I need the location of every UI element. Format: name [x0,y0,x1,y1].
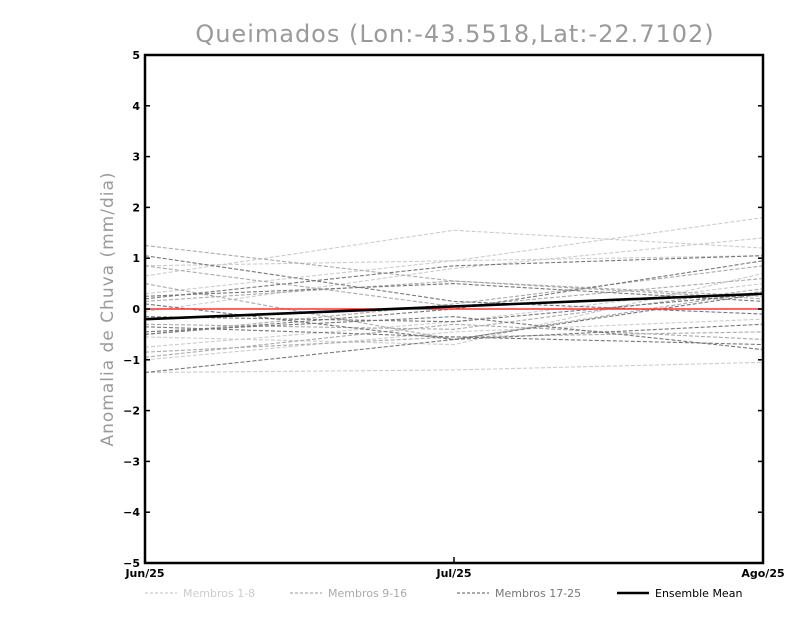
member-line-g1-6 [144,361,764,374]
member-line-g1-1 [144,217,764,267]
y-tick-label: −4 [123,506,140,519]
y-tick-label: 1 [132,252,140,265]
member-line-g3-6 [144,316,764,351]
member-line-g1-4 [144,283,764,348]
y-tick-label: −3 [123,455,140,468]
y-tick-label: 5 [132,49,140,62]
member-line-g2-2 [144,283,764,341]
member-line-g1-7 [144,255,764,295]
member-line-g3-1 [144,255,764,315]
y-axis-label: Anomalia de Chuva (mm/dia) [98,171,118,446]
mean-layer [144,292,764,321]
x-tick-label: Ago/25 [741,567,784,580]
legend-label-4: Ensemble Mean [655,587,742,600]
x-tick-label: Jun/25 [124,567,164,580]
series-layer [144,217,764,374]
y-tick-label: 2 [132,201,140,214]
member-line-g1-2 [144,229,764,277]
legend-label-1: Membros 1-8 [183,587,255,600]
chart-title: Queimados (Lon:-43.5518,Lat:-22.7102) [195,20,714,48]
legend-label-2: Membros 9-16 [328,587,407,600]
y-tick-label: −2 [123,405,140,418]
member-line-g2-7 [144,323,764,358]
member-line-g2-1 [144,244,764,297]
member-line-g1-8 [144,272,764,346]
member-line-g2-5 [144,280,764,302]
ensemble-mean-line [144,292,764,321]
member-line-g2-8 [144,265,764,308]
member-line-g1-3 [144,237,764,313]
member-line-g3-9 [144,260,764,335]
member-line-g2-3 [144,265,764,335]
y-tick-label: 4 [132,100,140,113]
y-tick-label: −5 [123,557,140,570]
member-line-g1-5 [144,318,764,361]
y-tick-label: 0 [132,303,140,316]
y-tick-label: 3 [132,151,140,164]
member-line-g3-5 [144,283,764,302]
member-line-g3-7 [144,293,764,323]
member-line-g3-2 [144,255,764,300]
legend: Membros 1-8 Membros 9-16 Membros 17-25 Ense… [145,587,742,600]
y-tick-label: −1 [123,354,140,367]
member-line-g3-4 [144,326,764,346]
x-tick-label: Jul/25 [435,567,471,580]
legend-label-3: Membros 17-25 [495,587,581,600]
